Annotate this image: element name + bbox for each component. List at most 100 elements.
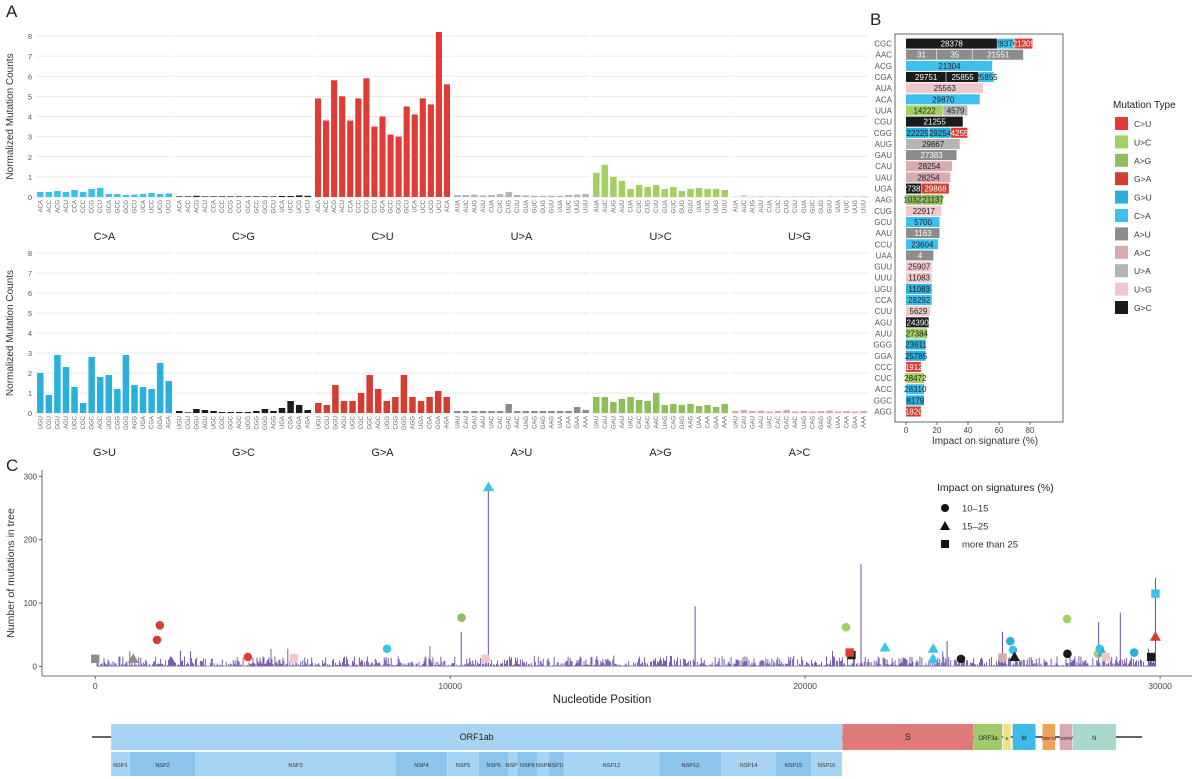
bar — [488, 194, 495, 197]
category-tick-label: CUG — [646, 200, 652, 214]
category-tick-label: ACC — [324, 199, 330, 212]
point-circle — [1129, 648, 1139, 657]
legend-label: A>G — [1134, 156, 1151, 166]
category-tick-label: GGG — [402, 416, 408, 430]
row-label: CGC — [874, 40, 892, 49]
category-tick-label: UCU — [306, 200, 312, 213]
bar — [295, 405, 303, 413]
legend-label: A>C — [1134, 248, 1151, 258]
bar — [843, 411, 850, 413]
category-tick-label: UUG — [853, 200, 859, 214]
segment-label: 10323 — [903, 196, 926, 205]
category-tick-label: CGA — [150, 416, 156, 429]
bar — [218, 196, 226, 197]
category-tick-label: CUU — [793, 200, 799, 213]
category-tick-label: GCC — [115, 199, 121, 213]
bar — [235, 412, 243, 413]
bar-segment — [906, 283, 932, 294]
y-tick-label: 7 — [28, 52, 32, 61]
row-label: CAU — [875, 162, 892, 171]
bar — [374, 389, 382, 413]
category-tick-label: AGA — [445, 416, 451, 429]
bar — [644, 186, 651, 197]
bar — [37, 373, 44, 413]
nsp-label: NSP5 — [456, 763, 470, 769]
category-tick-label: GGU — [333, 416, 339, 430]
category-tick-label: UGA — [141, 416, 147, 429]
category-tick-label: UUA — [836, 200, 842, 213]
point-circle — [155, 620, 165, 630]
bar-segment — [929, 127, 951, 138]
category-tick-label: AUG — [611, 200, 617, 213]
bar — [371, 126, 378, 197]
bar — [834, 411, 842, 413]
bar — [548, 411, 555, 413]
bar — [387, 134, 394, 197]
gene-label: S — [905, 732, 911, 742]
bar — [644, 401, 651, 413]
y-tick-label: 0 — [28, 193, 32, 202]
legend-label: U>A — [1134, 266, 1151, 276]
gene-ORF8 — [1059, 724, 1073, 750]
facet-label: C>U — [371, 231, 393, 243]
bar-segment — [906, 339, 926, 350]
nsp-label: NSP8 — [520, 763, 534, 769]
category-tick-label: CCC — [356, 199, 362, 213]
bar — [443, 397, 450, 413]
nsp-block — [517, 752, 538, 776]
category-tick-label: CGU — [186, 416, 192, 429]
y-tick-label: 0 — [33, 662, 38, 671]
bar — [704, 405, 711, 413]
bar — [766, 196, 773, 197]
bar — [96, 187, 104, 197]
x-tick-label: 30000 — [1148, 681, 1172, 691]
legend-triangle — [940, 521, 950, 530]
row-label: CUU — [875, 307, 893, 316]
bar — [339, 96, 346, 197]
category-tick-label: GUC — [671, 199, 677, 213]
bar — [721, 189, 728, 197]
category-tick-label: AUA — [594, 200, 600, 212]
bar-segment — [950, 127, 968, 138]
row-label: GGG — [873, 341, 892, 350]
bar — [774, 195, 782, 197]
row-label: AGG — [874, 408, 892, 417]
category-tick-label: CAA — [845, 416, 851, 428]
category-tick-label: CUG — [785, 200, 791, 214]
bar-segment — [906, 161, 952, 172]
gene-label: ORF7a — [1042, 736, 1057, 741]
category-tick-label: GUC — [810, 199, 816, 213]
category-tick-label: AGG — [271, 416, 277, 430]
bar — [766, 411, 773, 413]
bar — [791, 411, 799, 413]
category-tick-label: GAC — [507, 415, 513, 429]
bar-segment — [906, 116, 963, 127]
category-tick-label: CCU — [98, 200, 104, 213]
segment-label: 31 — [917, 51, 926, 60]
bar-segment — [906, 83, 983, 94]
bar — [165, 193, 172, 197]
legend-label: U>G — [1134, 285, 1152, 295]
bar — [601, 164, 609, 197]
row-label: AUA — [876, 84, 893, 93]
bar-segment — [946, 72, 979, 83]
nsp-block — [563, 752, 660, 776]
point-square — [1146, 652, 1156, 662]
category-tick-label: CCA — [212, 200, 218, 213]
category-tick-label: AUC — [603, 199, 609, 212]
segment-label: 28378 — [941, 40, 964, 49]
point-circle — [243, 652, 253, 662]
category-tick-label: ACU — [64, 200, 70, 213]
point-triangle — [483, 481, 495, 492]
category-tick-label: AUC — [742, 199, 748, 212]
facet-C>U: ACA ACC ACG ACU CCA CCC CCG CCU GCA GCC GCG GCU UCA U… — [314, 31, 451, 243]
row-label: GAU — [875, 151, 893, 160]
bar-segment — [906, 373, 924, 384]
category-tick-label: CGC — [359, 415, 365, 429]
x-tick-label: 10000 — [438, 681, 462, 691]
category-tick-label: AAG — [549, 416, 555, 429]
category-tick-label: GAA — [714, 416, 720, 429]
bar — [139, 387, 147, 413]
bar — [471, 411, 478, 413]
